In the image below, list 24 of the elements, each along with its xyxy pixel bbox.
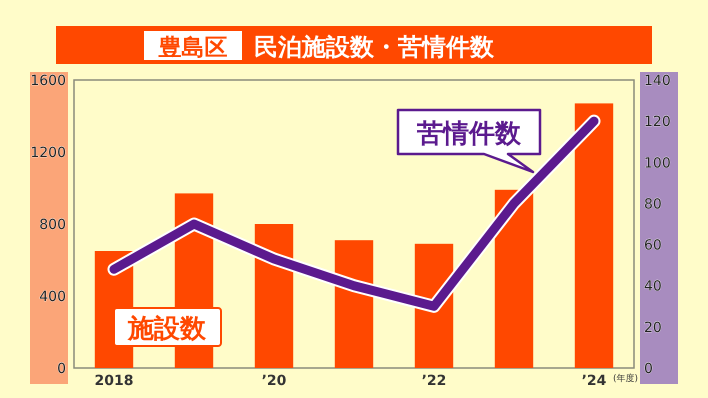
x-axis-title: (年度) bbox=[612, 373, 638, 384]
y2-tick-label: 40 bbox=[644, 278, 662, 295]
y2-tick-label: 80 bbox=[644, 196, 662, 212]
series-label: 苦情件数 bbox=[416, 119, 522, 149]
y2-tick-label: 120 bbox=[644, 114, 671, 130]
x-tick-label: ’22 bbox=[422, 373, 446, 389]
chart-title: 豊島区 bbox=[158, 35, 228, 61]
y-tick-label: 1600 bbox=[30, 73, 66, 89]
x-tick-label: ’24 bbox=[582, 373, 607, 389]
y2-tick-label: 100 bbox=[644, 155, 671, 172]
y-tick-label: 400 bbox=[39, 289, 66, 305]
x-tick-label: 2018 bbox=[94, 373, 134, 389]
chart-subtitle: 民泊施設数・苦情件数 bbox=[254, 33, 495, 61]
bar bbox=[574, 103, 614, 368]
y2-tick-label: 140 bbox=[644, 73, 671, 89]
y2-tick-label: 60 bbox=[644, 238, 662, 254]
y-tick-label: 0 bbox=[57, 361, 66, 377]
bar bbox=[494, 190, 534, 368]
y2-tick-label: 0 bbox=[644, 361, 653, 377]
x-tick-label: ’20 bbox=[262, 373, 287, 389]
y2-tick-label: 20 bbox=[644, 320, 662, 336]
y-tick-label: 800 bbox=[39, 217, 66, 233]
y-tick-label: 1200 bbox=[30, 145, 66, 161]
series-label: 施設数 bbox=[127, 314, 207, 344]
